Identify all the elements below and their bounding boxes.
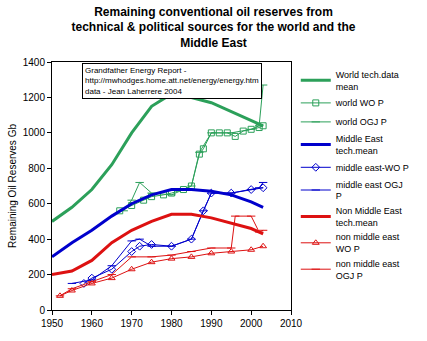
svg-text:world WO P: world WO P [335, 98, 384, 108]
svg-text:Remaining Oil Reserves Gb: Remaining Oil Reserves Gb [7, 124, 18, 248]
svg-text:Remaining conventional oil res: Remaining conventional oil reserves from… [71, 5, 355, 50]
svg-text:1000: 1000 [23, 127, 46, 138]
svg-text:Grandfather Energy Report -htt: Grandfather Energy Report -http://mwhodg… [85, 66, 259, 96]
svg-text:Non Middle Easttech.mean: Non Middle Easttech.mean [336, 206, 403, 228]
svg-text:200: 200 [28, 269, 45, 280]
svg-text:0: 0 [39, 305, 45, 316]
svg-text:800: 800 [28, 163, 45, 174]
svg-text:World tech.datamean: World tech.datamean [336, 70, 399, 92]
svg-text:middle east-WO P: middle east-WO P [336, 163, 409, 173]
svg-text:400: 400 [28, 234, 45, 245]
svg-text:1400: 1400 [23, 57, 46, 68]
svg-text:2010: 2010 [280, 318, 303, 329]
svg-text:middle east OGJP: middle east OGJP [336, 180, 403, 202]
svg-text:1990: 1990 [200, 318, 223, 329]
svg-text:world OGJ P: world OGJ P [335, 117, 387, 127]
svg-text:1950: 1950 [41, 318, 64, 329]
svg-text:600: 600 [28, 198, 45, 209]
svg-text:2000: 2000 [240, 318, 263, 329]
svg-text:1200: 1200 [23, 92, 46, 103]
svg-text:Middle Easttech.mean: Middle Easttech.mean [336, 134, 384, 156]
svg-text:1970: 1970 [121, 318, 144, 329]
svg-text:non middle eastWO P: non middle eastWO P [336, 232, 400, 254]
svg-text:1960: 1960 [81, 318, 104, 329]
svg-text:1980: 1980 [160, 318, 183, 329]
svg-text:non middle eastOGJ P: non middle eastOGJ P [336, 259, 400, 281]
